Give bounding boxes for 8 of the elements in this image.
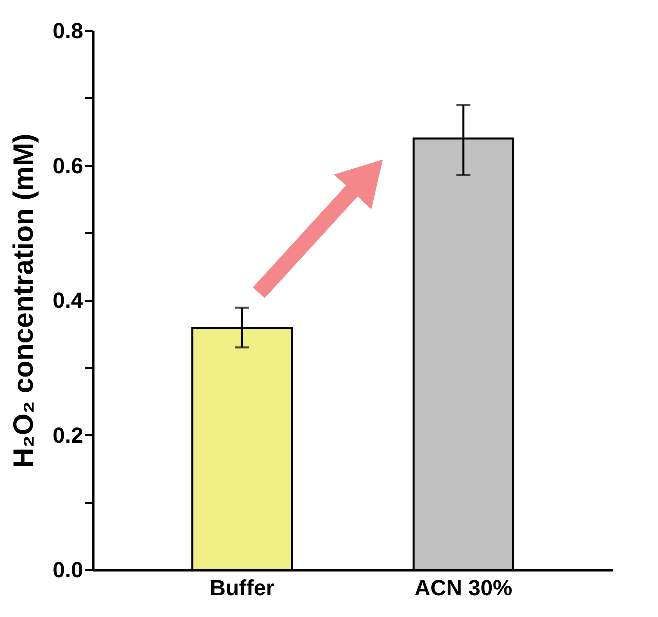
- x-tick-label: ACN 30%: [414, 576, 513, 600]
- y-tick-label: 0.8: [52, 18, 84, 44]
- y-tick-label: 0.4: [52, 288, 84, 313]
- y-tick-label: 0.0: [52, 558, 84, 582]
- y-tick-label: 0.2: [52, 422, 84, 448]
- y-axis-title: H₂O₂ concentration (mM): [8, 134, 39, 468]
- y-tick-label: 0.6: [52, 153, 84, 178]
- x-tick-label: Buffer: [210, 576, 276, 600]
